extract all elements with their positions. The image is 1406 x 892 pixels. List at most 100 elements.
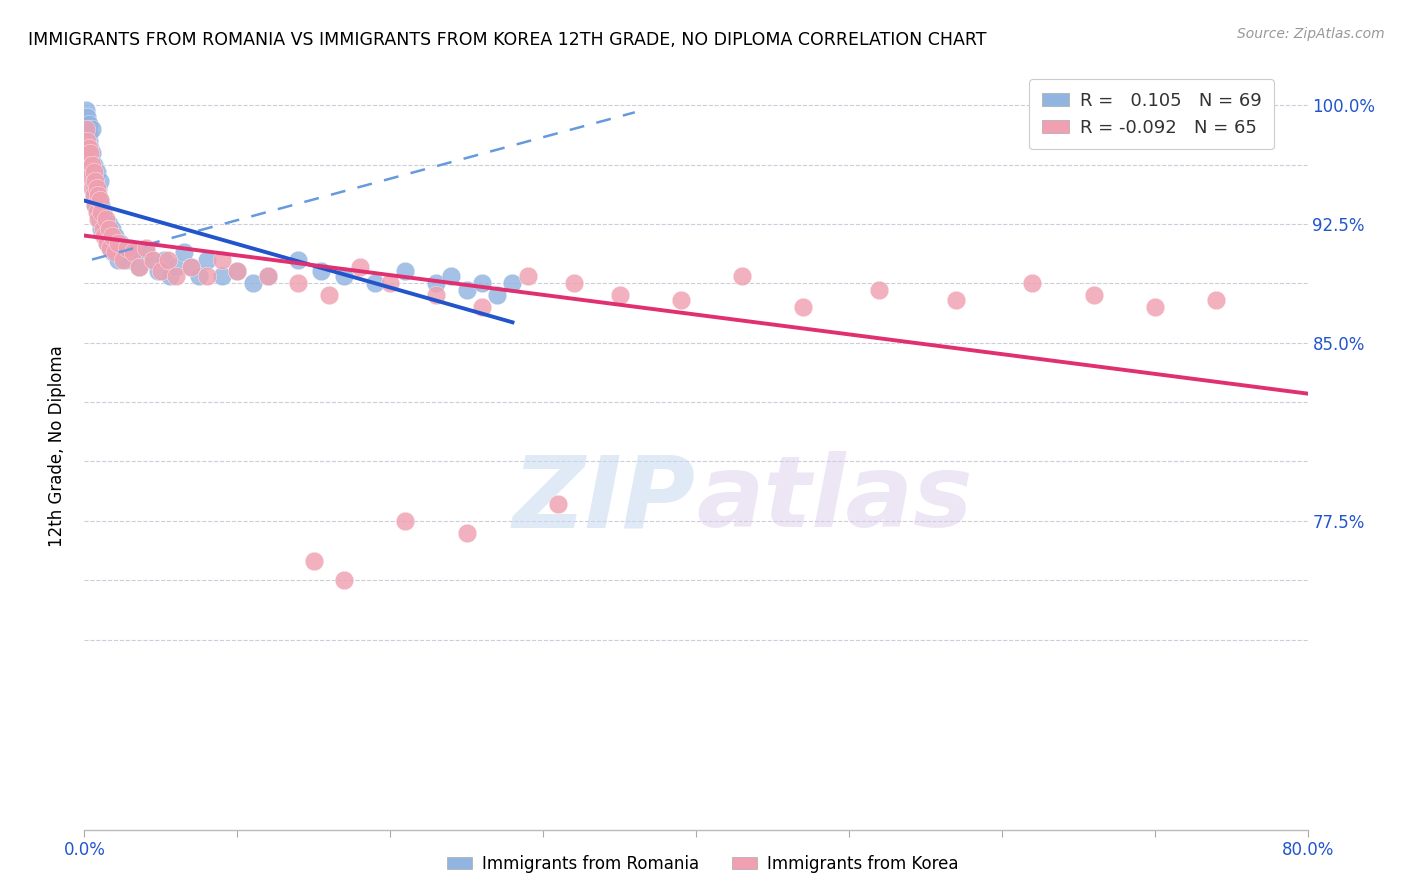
Point: [84, 174, 107, 188]
Point: [425, 288, 447, 302]
Point: [302, 554, 325, 568]
Point: [128, 260, 150, 274]
Point: [97, 217, 120, 231]
Point: [111, 245, 134, 260]
Point: [142, 252, 165, 267]
Point: [471, 277, 494, 291]
Point: [287, 252, 309, 267]
Point: [114, 252, 136, 267]
Point: [349, 260, 371, 274]
Point: [1083, 288, 1105, 302]
Point: [83, 188, 105, 202]
Point: [77, 134, 100, 148]
Point: [94, 212, 117, 227]
Point: [84, 198, 107, 212]
Point: [165, 260, 187, 274]
Point: [157, 252, 180, 267]
Point: [83, 174, 105, 188]
Point: [84, 181, 107, 195]
Point: [76, 110, 98, 124]
Point: [669, 293, 692, 307]
Point: [86, 164, 108, 178]
Legend: R =   0.105   N = 69, R = -0.092   N = 65: R = 0.105 N = 69, R = -0.092 N = 65: [1029, 79, 1274, 150]
Point: [89, 193, 111, 207]
Point: [159, 269, 181, 284]
Point: [380, 277, 402, 291]
Point: [257, 269, 280, 284]
Point: [792, 300, 814, 314]
Point: [1143, 300, 1166, 314]
Point: [83, 164, 105, 178]
Point: [257, 269, 280, 284]
Point: [425, 277, 447, 291]
Point: [394, 264, 416, 278]
Point: [135, 241, 157, 255]
Point: [90, 205, 112, 219]
Point: [111, 252, 134, 267]
Point: [211, 269, 233, 284]
Point: [287, 277, 309, 291]
Point: [135, 245, 157, 260]
Text: Source: ZipAtlas.com: Source: ZipAtlas.com: [1237, 27, 1385, 41]
Point: [226, 264, 249, 278]
Point: [311, 264, 333, 278]
Point: [103, 245, 125, 260]
Point: [547, 497, 569, 511]
Point: [80, 164, 103, 178]
Point: [98, 241, 121, 255]
Point: [79, 151, 101, 165]
Point: [75, 103, 97, 117]
Point: [89, 193, 111, 207]
Point: [609, 288, 631, 302]
Point: [333, 573, 356, 587]
Text: IMMIGRANTS FROM ROMANIA VS IMMIGRANTS FROM KOREA 12TH GRADE, NO DIPLOMA CORRELAT: IMMIGRANTS FROM ROMANIA VS IMMIGRANTS FR…: [28, 31, 987, 49]
Point: [77, 127, 100, 141]
Point: [146, 264, 169, 278]
Point: [471, 300, 494, 314]
Point: [124, 245, 146, 260]
Point: [96, 235, 118, 250]
Point: [502, 277, 524, 291]
Point: [516, 269, 538, 284]
Point: [318, 288, 340, 302]
Point: [108, 235, 131, 250]
Y-axis label: 12th Grade, No Diploma: 12th Grade, No Diploma: [48, 345, 66, 547]
Point: [87, 181, 110, 195]
Point: [153, 252, 176, 267]
Point: [97, 221, 120, 235]
Point: [84, 169, 107, 184]
Point: [94, 228, 117, 243]
Point: [80, 157, 103, 171]
Point: [89, 212, 111, 227]
Point: [562, 277, 585, 291]
Point: [83, 188, 105, 202]
Point: [115, 241, 138, 255]
Point: [394, 514, 416, 528]
Point: [80, 122, 103, 136]
Point: [364, 277, 387, 291]
Point: [107, 252, 129, 267]
Point: [120, 241, 142, 255]
Point: [91, 221, 114, 235]
Point: [104, 245, 127, 260]
Point: [869, 284, 891, 298]
Point: [165, 269, 187, 284]
Point: [486, 288, 509, 302]
Point: [456, 284, 478, 298]
Point: [945, 293, 967, 307]
Point: [90, 221, 112, 235]
Point: [141, 252, 163, 267]
Point: [173, 245, 195, 260]
Point: [93, 217, 115, 231]
Point: [149, 264, 172, 278]
Point: [456, 525, 478, 540]
Point: [1205, 293, 1227, 307]
Point: [96, 235, 118, 250]
Point: [122, 245, 145, 260]
Point: [87, 212, 110, 227]
Point: [90, 198, 112, 212]
Point: [86, 181, 108, 195]
Point: [195, 269, 218, 284]
Point: [93, 228, 115, 243]
Legend: Immigrants from Romania, Immigrants from Korea: Immigrants from Romania, Immigrants from…: [440, 848, 966, 880]
